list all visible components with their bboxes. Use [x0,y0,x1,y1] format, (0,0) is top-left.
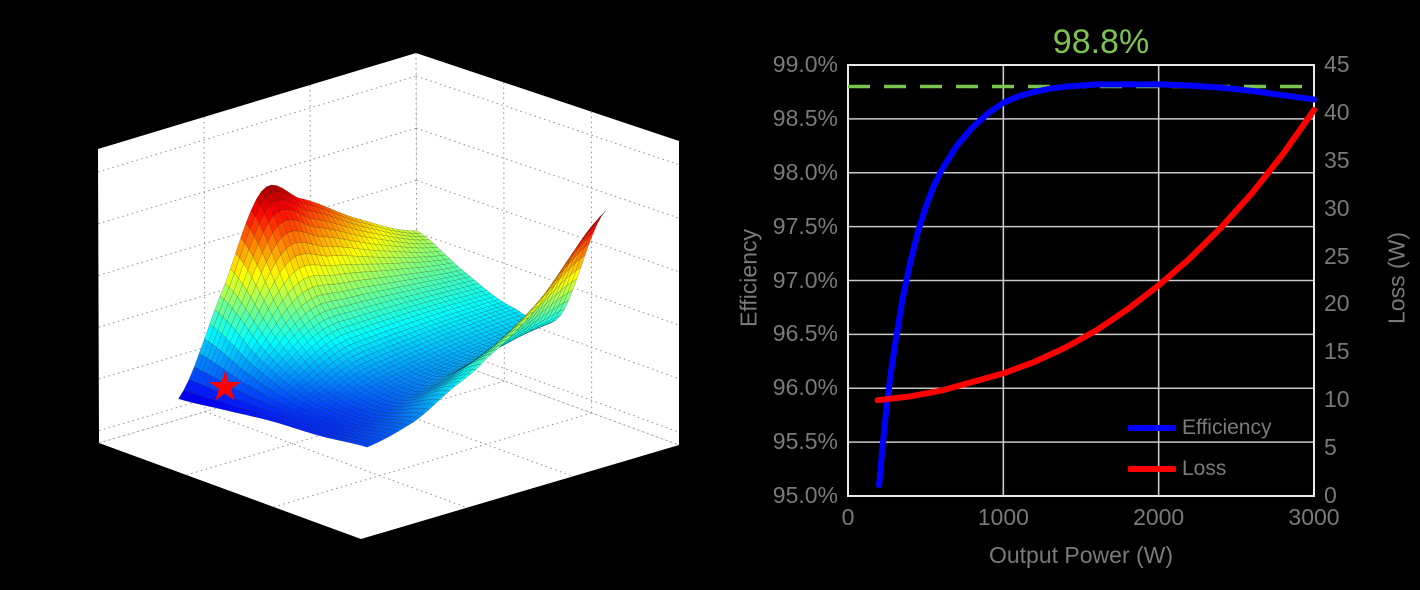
x-tick-label: 2000 [1133,504,1185,530]
grid-dotted-line [416,231,680,326]
grid-dotted-line [415,75,680,166]
legend-item-loss: Loss [1128,457,1272,481]
y-tick-left-label: 95.5% [772,428,838,455]
grid-dotted-line [97,75,417,173]
y-tick-right-label: 15 [1324,338,1350,365]
y-tick-right-label: 0 [1324,482,1337,508]
y-tick-right-label: 40 [1324,98,1350,125]
y-tick-left-label: 99.0% [772,51,838,77]
x-tick-label: 0 [841,504,855,530]
y-tick-right-label: 30 [1324,194,1350,221]
y-tick-right-label: 20 [1324,290,1350,317]
x-tick-label: 1000 [977,504,1029,530]
series-line-efficiency [876,81,1317,489]
legend-label-loss: Loss [1182,457,1227,480]
y-tick-left-label: 96.0% [772,374,838,401]
y-tick-left-label: 95.0% [772,482,838,508]
y-tick-left-label: 98.0% [772,158,838,185]
y-tick-right-label: 35 [1324,146,1350,173]
grid-dotted-line [273,412,592,508]
y-tick-left-label: 98.5% [772,104,838,131]
legend-swatch-efficiency [1128,425,1176,431]
y-tick-right-label: 10 [1324,386,1350,413]
plot-box-floor [99,349,679,539]
legend-swatch-loss [1128,466,1176,472]
efficiency-loss-chart [847,64,1317,497]
y-tick-right-label: 5 [1324,434,1337,461]
plot-box [847,64,1315,497]
y-tick-left-label: 97.5% [772,212,838,239]
legend: Efficiency Loss [1128,416,1272,481]
grid-dotted-line [98,127,417,225]
grid-dotted-line [416,127,680,219]
y-tick-right-label: 45 [1324,51,1350,77]
legend-label-efficiency: Efficiency [1182,416,1272,439]
surface-mesh [178,184,606,448]
x-tick-label: 3000 [1288,504,1340,530]
y-tick-left-label: 96.5% [772,320,838,347]
optimum-star-marker [209,370,241,401]
series-line-loss [874,107,1317,404]
legend-item-efficiency: Efficiency [1128,416,1272,440]
y-tick-right-label: 25 [1324,242,1350,269]
grid-dotted-line [416,179,680,273]
x-axis-label: Output Power (W) [988,542,1174,568]
y-tick-left-label: 97.0% [772,266,838,293]
surface-3d-plot [97,52,680,539]
annotation-max-efficiency-label: 98.8% [1052,23,1150,61]
